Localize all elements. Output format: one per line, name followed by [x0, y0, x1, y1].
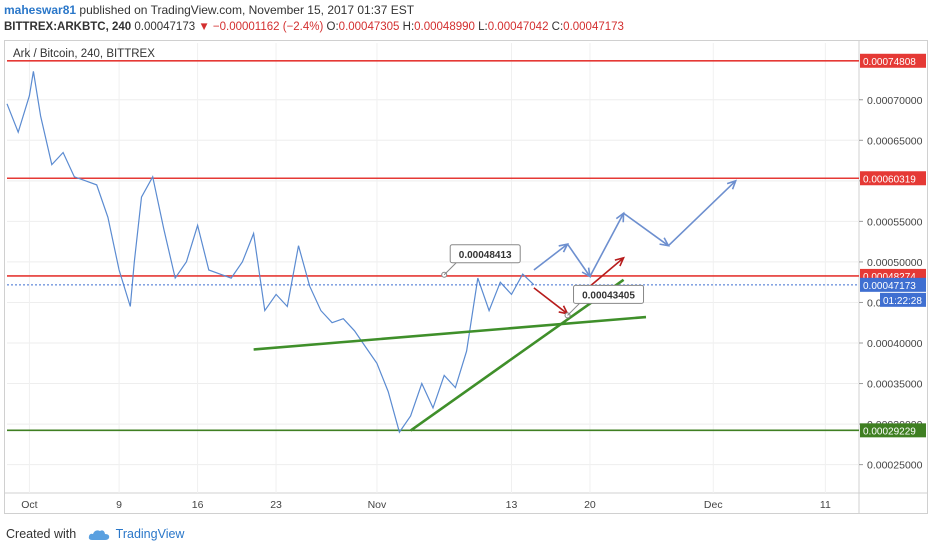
low-value: 0.00047042 — [487, 21, 549, 33]
y-tick-label: 0.00050000 — [867, 257, 923, 269]
x-tick-label: Oct — [21, 499, 37, 511]
high-label: H: — [402, 21, 415, 33]
last-price: 0.00047173 — [134, 21, 196, 33]
level-badge-label: 0.00060319 — [863, 174, 916, 185]
low-label: L: — [478, 21, 488, 33]
countdown-badge — [880, 292, 926, 307]
open-value: 0.00047305 — [338, 21, 400, 33]
projection-arrow — [566, 243, 591, 277]
tradingview-brand[interactable]: TradingView — [115, 527, 185, 541]
high-value: 0.00048990 — [414, 21, 475, 33]
projection-arrow — [589, 212, 625, 277]
price-chart[interactable]: 0.000250000.000300000.000350000.00040000… — [5, 41, 927, 513]
author-link[interactable]: maheswar81 — [4, 3, 77, 17]
level-badge — [860, 53, 926, 68]
price-callout-label: 0.00048413 — [459, 250, 512, 261]
callout-pointer — [567, 303, 580, 316]
footer: Created with TradingView — [6, 523, 306, 545]
price-callout — [573, 284, 645, 304]
trend-line — [409, 278, 625, 432]
down-triangle-icon: ▼ — [198, 21, 210, 33]
open-label: O: — [326, 21, 339, 33]
y-tick-label: 0.00065000 — [867, 135, 923, 147]
level-badge-label: 0.00074808 — [863, 57, 916, 68]
y-tick-label: 0.00025000 — [867, 460, 923, 472]
close-label: C: — [551, 21, 564, 33]
price-line — [6, 71, 535, 434]
symbol-info-bar: BITTREX:ARKBTC, 240 0.00047173 ▼ −0.0000… — [4, 18, 928, 36]
x-tick-label: 13 — [506, 499, 518, 511]
projection-arrow — [623, 212, 669, 247]
chart-legend: Ark / Bitcoin, 240, BITTREX — [13, 48, 155, 60]
level-badge-label: 0.00048274 — [863, 272, 916, 283]
level-badge-label: 0.00029229 — [863, 426, 916, 437]
price-callout-label: 0.00043405 — [582, 290, 635, 301]
x-tick-label: 20 — [584, 499, 596, 511]
last-price-badge-label: 0.00047173 — [863, 281, 916, 292]
price-callout — [449, 244, 521, 264]
x-tick-label: Nov — [368, 499, 387, 511]
x-tick-label: 11 — [820, 499, 831, 511]
trend-line — [253, 315, 647, 351]
price-change: −0.00001162 (−2.4%) — [212, 21, 324, 33]
x-tick-label: 16 — [192, 499, 204, 511]
projection-arrow — [667, 180, 737, 247]
x-tick-label: 23 — [270, 499, 282, 511]
down-arrow — [533, 287, 569, 315]
publish-header: maheswar81 published on TradingView.com,… — [4, 0, 928, 20]
level-badge — [860, 423, 926, 438]
tradingview-cloud-icon — [88, 530, 109, 540]
publish-info: published on TradingView.com, November 1… — [79, 3, 415, 17]
up-arrow — [589, 257, 625, 287]
y-tick-label: 0.00055000 — [867, 216, 923, 228]
x-tick-label: 9 — [116, 499, 122, 511]
level-badge — [860, 171, 926, 186]
symbol-name: BITTREX:ARKBTC, 240 — [4, 21, 132, 33]
last-price-badge — [860, 277, 926, 292]
countdown-label: 01:22:28 — [883, 296, 922, 307]
close-value: 0.00047173 — [563, 21, 624, 33]
callout-pointer — [443, 262, 457, 276]
created-with-text: Created with — [6, 527, 77, 541]
y-tick-label: 0.00070000 — [867, 95, 923, 107]
up-arrow-head — [614, 256, 625, 267]
projection-arrow — [533, 243, 569, 271]
chart-frame[interactable]: 0.000250000.000300000.000350000.00040000… — [4, 40, 928, 514]
projection-arrow-head — [726, 179, 738, 190]
y-tick-label: 0.00035000 — [867, 379, 923, 391]
x-tick-label: Dec — [704, 499, 723, 511]
y-tick-label: 0.00040000 — [867, 338, 923, 350]
